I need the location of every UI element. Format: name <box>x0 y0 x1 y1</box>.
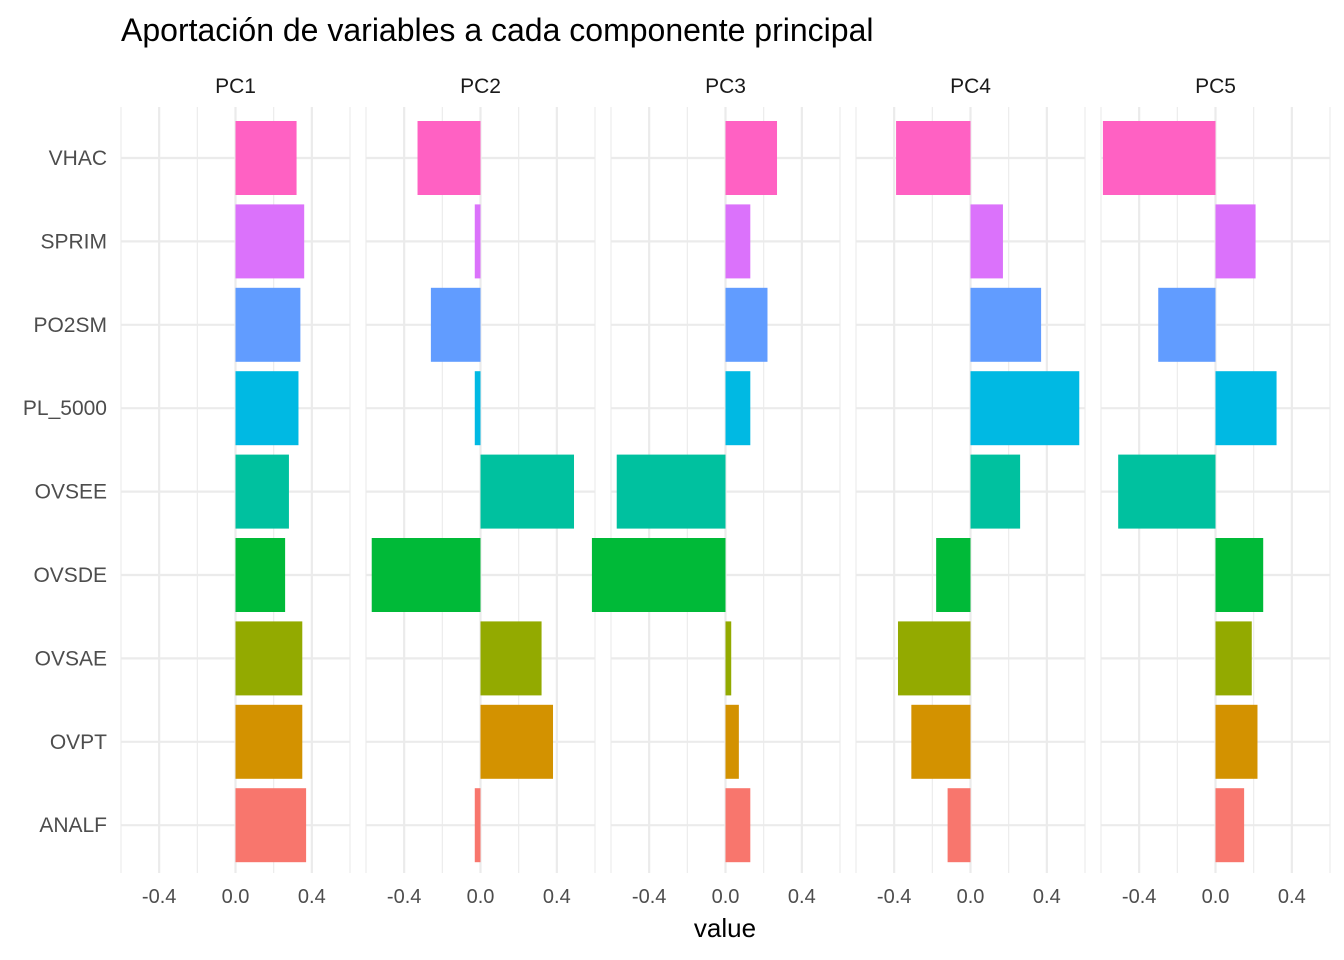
bar-pc1-vhac <box>235 121 297 195</box>
bar-pc5-ovsae <box>1215 621 1252 696</box>
bar-pc5-ovsee <box>1118 454 1216 529</box>
panel-pc4: PC4 -0.4 0.0 0.4 <box>855 75 1086 908</box>
bar-pc3-ovsee <box>616 454 726 529</box>
bar-pc5-analf <box>1215 788 1245 863</box>
bar-pc2-pl_5000 <box>474 371 481 446</box>
bar-pc1-sprim <box>235 204 305 279</box>
bar-pc2-ovsae <box>480 621 542 696</box>
x-tick-label: 0.4 <box>298 886 326 908</box>
panel-pc3: PC3 -0.4 0.0 0.4 <box>591 75 841 908</box>
bar-pc3-pl_5000 <box>725 371 751 446</box>
panel-strip-label: PC1 <box>215 75 256 98</box>
panel-strip-label: PC4 <box>950 75 991 98</box>
bar-pc5-po2sm <box>1158 287 1216 362</box>
x-tick-label: -0.4 <box>387 886 421 908</box>
chart-title: Aportación de variables a cada component… <box>121 12 873 48</box>
x-tick-label: -0.4 <box>877 886 911 908</box>
bar-pc3-ovpt <box>725 704 739 779</box>
bar-pc1-pl_5000 <box>235 371 299 446</box>
y-tick-label-ovpt: OVPT <box>50 731 107 754</box>
y-tick-label-ovsae: OVSAE <box>35 647 107 670</box>
bar-pc1-ovsde <box>235 538 286 612</box>
bar-pc3-ovsde <box>591 538 726 612</box>
bar-pc2-vhac <box>417 121 481 195</box>
x-tick-label: 0.0 <box>222 886 250 908</box>
y-tick-label-po2sm: PO2SM <box>33 314 107 337</box>
bar-pc1-po2sm <box>235 287 301 362</box>
x-tick-label: -0.4 <box>1122 886 1156 908</box>
x-tick-label: 0.0 <box>1202 886 1230 908</box>
bar-pc5-sprim <box>1215 204 1256 279</box>
x-tick-label: 0.4 <box>1033 886 1061 908</box>
bar-pc1-ovsae <box>235 621 303 696</box>
bar-pc5-vhac <box>1102 121 1216 195</box>
bar-pc3-sprim <box>725 204 751 279</box>
bar-pc4-ovsae <box>897 621 971 696</box>
bar-pc3-analf <box>725 788 751 863</box>
panel-pc1: PC1 -0.4 0.0 0.4 <box>120 75 351 908</box>
bar-pc2-po2sm <box>430 287 481 362</box>
x-tick-label: 0.0 <box>467 886 495 908</box>
x-tick-label: 0.0 <box>957 886 985 908</box>
bar-pc5-pl_5000 <box>1215 371 1277 446</box>
bar-pc2-ovsee <box>480 454 575 529</box>
bar-pc5-ovpt <box>1215 704 1258 779</box>
bar-pc4-ovsee <box>970 454 1021 529</box>
panel-strip-label: PC5 <box>1195 75 1236 98</box>
bar-pc3-po2sm <box>725 287 768 362</box>
bar-pc2-analf <box>474 788 481 863</box>
bar-pc2-ovsde <box>371 538 481 612</box>
y-tick-label-pl_5000: PL_5000 <box>23 397 107 420</box>
x-tick-label: -0.4 <box>142 886 176 908</box>
bar-pc3-vhac <box>725 121 778 195</box>
bar-pc4-analf <box>947 788 971 863</box>
y-tick-label-sprim: SPRIM <box>40 230 107 253</box>
bar-pc4-po2sm <box>970 287 1042 362</box>
bar-pc2-sprim <box>474 204 481 279</box>
bar-pc2-ovpt <box>480 704 554 779</box>
panel-strip-label: PC2 <box>460 75 501 98</box>
bar-pc1-ovsee <box>235 454 289 529</box>
bar-pc4-ovsde <box>936 538 971 612</box>
x-tick-label: 0.4 <box>1278 886 1306 908</box>
panel-pc5: PC5 -0.4 0.0 0.4 <box>1100 75 1331 908</box>
bar-pc4-pl_5000 <box>970 371 1080 446</box>
y-tick-label-ovsde: OVSDE <box>33 564 107 587</box>
x-tick-label: 0.4 <box>788 886 816 908</box>
panel-strip-label: PC3 <box>705 75 746 98</box>
y-tick-label-vhac: VHAC <box>49 147 107 170</box>
bar-pc1-ovpt <box>235 704 303 779</box>
bar-pc4-vhac <box>896 121 971 195</box>
y-axis-labels: VHAC SPRIM PO2SM PL_5000 OVSEE OVSDE OVSAE OVPT… <box>23 147 107 837</box>
x-axis-label: value <box>694 913 756 943</box>
x-tick-label: 0.0 <box>712 886 740 908</box>
bar-pc1-analf <box>235 788 307 863</box>
bar-pc5-ovsde <box>1215 538 1264 612</box>
bar-pc4-ovpt <box>911 704 971 779</box>
panel-pc2: PC2 -0.4 0.0 0.4 <box>365 75 596 908</box>
x-tick-label: -0.4 <box>632 886 666 908</box>
y-tick-label-ovsee: OVSEE <box>35 481 107 504</box>
y-tick-label-analf: ANALF <box>39 814 107 837</box>
bar-pc4-sprim <box>970 204 1003 279</box>
bar-pc3-ovsae <box>725 621 732 696</box>
x-tick-label: 0.4 <box>543 886 571 908</box>
